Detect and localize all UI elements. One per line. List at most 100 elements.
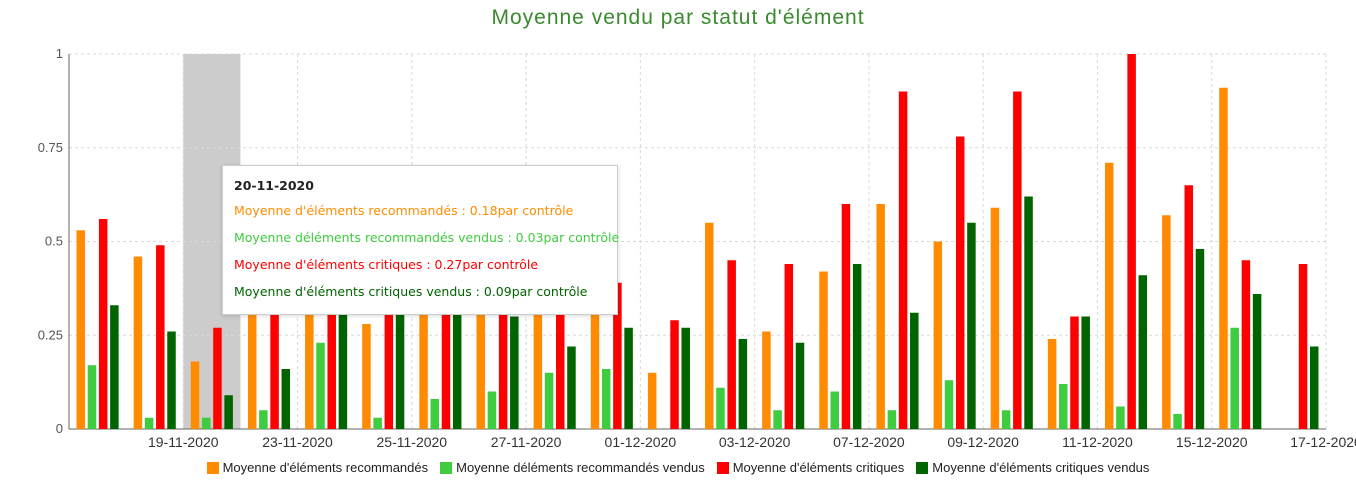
bar-s2-09-12-2020 (955, 136, 965, 429)
bar-s1-18-11-2020 (87, 365, 97, 429)
bar-s2-01-12-2020 (613, 282, 622, 429)
bar-s2-04-12-2020 (784, 264, 794, 429)
bar-s0-09-12-2020 (933, 241, 943, 429)
legend-item-recommended[interactable]: Moyenne d'éléments recommandés (206, 460, 429, 475)
bar-s3-14-12-2020 (1138, 275, 1148, 429)
bar-s2-10-12-2020 (1013, 91, 1022, 429)
bar-s3-03-12-2020 (738, 339, 748, 429)
bar-s0-24-11-2020 (305, 312, 314, 429)
y-tick-label: 0.75 (38, 140, 63, 155)
bar-s2-24-11-2020 (327, 312, 336, 429)
bar-s3-25-11-2020 (395, 312, 405, 429)
tooltip-line-recommended-sold: Moyenne déléments recommandés vendus : 0… (234, 230, 620, 245)
bar-s3-17-12-2020 (1309, 346, 1319, 429)
bar-s1-10-12-2020 (1001, 410, 1011, 429)
legend-item-critical-sold[interactable]: Moyenne d'éléments critiques vendus (916, 460, 1149, 475)
bar-s1-25-11-2020 (373, 417, 382, 429)
legend-label-critical: Moyenne d'éléments critiques (732, 460, 905, 475)
bar-s3-26-11-2020 (452, 312, 462, 429)
bar-s0-19-11-2020 (133, 256, 143, 429)
bar-s1-04-12-2020 (773, 410, 782, 429)
bar-chart: 0 0.25 0.5 0.75 1 19-11-2020 23-11-2020 25-11-2… (38, 46, 1356, 450)
bar-s0-08-12-2020 (876, 204, 885, 429)
bar-s1-03-12-2020 (716, 387, 725, 429)
bar-s3-23-11-2020 (281, 369, 291, 429)
x-tick-label: 03-12-2020 (719, 434, 791, 450)
legend-label-critical-sold: Moyenne d'éléments critiques vendus (932, 460, 1150, 475)
bar-s0-16-12-2020 (1219, 87, 1228, 429)
bar-s2-15-12-2020 (1184, 185, 1194, 429)
x-tick-label: 23-11-2020 (262, 434, 333, 450)
bar-s0-07-12-2020 (819, 271, 828, 429)
bar-s1-15-12-2020 (1173, 414, 1182, 429)
bar-s1-30-11-2020 (544, 372, 554, 429)
legend-item-critical[interactable]: Moyenne d'éléments critiques (716, 460, 905, 475)
legend-label-recommended: Moyenne d'éléments recommandés (222, 460, 429, 475)
bar-s2-26-11-2020 (441, 312, 451, 429)
bar-s0-18-11-2020 (76, 230, 86, 429)
bar-s1-27-11-2020 (487, 391, 497, 429)
bar-s0-10-12-2020 (990, 207, 1000, 429)
x-tick-label: 11-12-2020 (1062, 434, 1133, 450)
bar-s1-24-11-2020 (316, 342, 325, 429)
legend-item-recommended-sold[interactable]: Moyenne déléments recommandés vendus (440, 460, 705, 475)
bar-s1-23-11-2020 (259, 410, 268, 429)
tooltip-line-critical-sold: Moyenne d'éléments critiques vendus : 0.… (234, 284, 588, 299)
bar-s0-26-11-2020 (419, 312, 428, 429)
legend-swatch-critical (716, 461, 729, 474)
bar-s2-27-11-2020 (498, 312, 508, 429)
bar-s2-30-11-2020 (556, 312, 565, 429)
bar-s0-03-12-2020 (705, 222, 714, 429)
bar-s1-11-12-2020 (1059, 384, 1068, 429)
tooltip-date: 20-11-2020 (234, 178, 314, 193)
bar-s2-11-12-2020 (1070, 316, 1079, 429)
x-tick-label: 01-12-2020 (605, 434, 677, 450)
bar-s3-24-11-2020 (338, 312, 348, 429)
bar-s0-30-11-2020 (533, 312, 543, 429)
chart-legend: Moyenne d'éléments recommandés Moyenne d… (0, 460, 1356, 475)
bar-s3-11-12-2020 (1081, 316, 1090, 429)
bar-s3-15-12-2020 (1195, 249, 1205, 429)
bar-s0-25-11-2020 (362, 324, 371, 429)
legend-swatch-recommended-sold (440, 461, 453, 474)
y-tick-label: 0.25 (38, 327, 63, 342)
chart-title: Moyenne vendu par statut d'élément (491, 6, 865, 29)
bar-s1-01-12-2020 (601, 369, 611, 429)
legend-swatch-recommended (206, 461, 219, 474)
bar-s2-08-12-2020 (898, 91, 908, 429)
bar-s0-15-12-2020 (1162, 215, 1171, 429)
bar-s1-08-12-2020 (887, 410, 897, 429)
y-tick-label: 1 (56, 46, 63, 61)
bar-s0-11-12-2020 (1047, 339, 1057, 429)
bar-s2-20-11-2020 (213, 327, 222, 429)
bar-s0-20-11-2020 (190, 361, 200, 429)
bar-s3-04-12-2020 (795, 342, 805, 429)
bar-s2-14-12-2020 (1127, 54, 1136, 429)
bar-s0-01-12-2020 (590, 312, 600, 429)
bar-s1-16-12-2020 (1230, 327, 1239, 429)
chart-tooltip: 20-11-2020 Moyenne d'éléments recommandé… (222, 165, 620, 315)
bar-s3-20-11-2020 (224, 395, 233, 429)
bar-s2-17-12-2020 (1298, 264, 1308, 429)
bar-s3-01-12-2020 (624, 327, 633, 429)
bar-s2-25-11-2020 (384, 312, 394, 429)
bar-s3-30-11-2020 (567, 346, 576, 429)
bar-s2-16-12-2020 (1241, 260, 1251, 429)
bar-s2-03-12-2020 (727, 260, 736, 429)
bar-s3-08-12-2020 (910, 312, 919, 429)
bar-s0-14-12-2020 (1104, 162, 1114, 429)
x-tick-label: 09-12-2020 (947, 434, 1019, 450)
y-tick-label: 0.5 (45, 234, 63, 249)
x-tick-label: 19-11-2020 (148, 434, 219, 450)
bar-s2-19-11-2020 (156, 245, 165, 429)
bar-s2-02-12-2020 (670, 320, 679, 429)
bar-s1-19-11-2020 (144, 417, 154, 429)
bar-s2-07-12-2020 (841, 204, 851, 429)
bar-s2-18-11-2020 (98, 219, 108, 429)
bar-s1-26-11-2020 (430, 399, 440, 429)
bar-s3-10-12-2020 (1024, 196, 1033, 429)
bar-s1-09-12-2020 (944, 380, 954, 429)
bar-s3-16-12-2020 (1252, 294, 1262, 429)
bar-s3-07-12-2020 (852, 264, 862, 429)
x-tick-label: 15-12-2020 (1176, 434, 1248, 450)
